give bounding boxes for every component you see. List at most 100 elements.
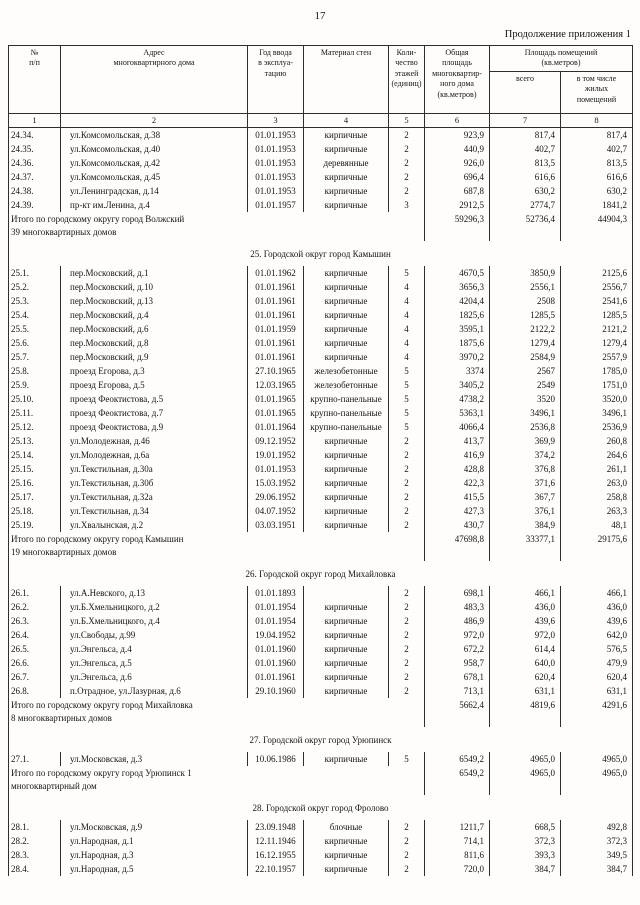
commission-year-cell: 01.01.1953 (247, 127, 304, 142)
building-total-area-cell: 2912,5 (424, 198, 490, 212)
wall-material-cell: кирпичные (303, 322, 389, 336)
address-cell: ул.А.Невского, д.13 (60, 586, 248, 600)
wall-material-cell: крупно-панельные (303, 420, 389, 434)
data-row: 25.10. проезд Феоктистова, д.5 01.01.1965 к… (8, 392, 633, 406)
premises-area-residential-cell: 2536,9 (560, 420, 633, 434)
row-number-cell: 25.12. (8, 420, 61, 434)
data-row: 25.6. пер.Московский, д.8 01.01.1961 кирпич… (8, 336, 633, 350)
row-number-cell: 26.3. (8, 614, 61, 628)
premises-area-all-cell: 2774,7 (489, 198, 561, 212)
premises-area-all-cell: 620,4 (489, 670, 561, 684)
building-total-area-cell: 4204,4 (424, 294, 490, 308)
commission-year-cell: 01.01.1959 (247, 322, 304, 336)
building-total-area-cell: 1211,7 (424, 820, 490, 834)
premises-area-all-cell: 1285,5 (489, 308, 561, 322)
floors-count-cell: 2 (388, 518, 425, 532)
row-number-cell: 26.6. (8, 656, 61, 670)
data-row: 27.1. ул.Московская, д.3 10.06.1986 кирпичн… (8, 752, 633, 766)
floors-count-cell: 5 (388, 420, 425, 434)
row-number-cell: 24.37. (8, 170, 61, 184)
building-total-area-cell: 428,8 (424, 462, 490, 476)
wall-material-cell: железобетонные (303, 378, 389, 392)
building-total-area-cell: 3970,2 (424, 350, 490, 364)
premises-area-residential-cell: 492,8 (560, 820, 633, 834)
wall-material-cell: кирпичные (303, 294, 389, 308)
data-row: 26.7. ул.Энгельса, д.6 01.01.1961 кирпичные… (8, 670, 633, 684)
address-cell: ул.Московская, д.3 (60, 752, 248, 766)
floors-count-cell: 2 (388, 434, 425, 448)
data-row: 24.35. ул.Комсомольская, д.40 01.01.1953 ки… (8, 142, 633, 156)
address-cell: пер.Московский, д.8 (60, 336, 248, 350)
total-label-cell: Итого по городскому округу город Михайло… (8, 698, 425, 727)
floors-count-cell: 2 (388, 142, 425, 156)
floors-count-cell: 2 (388, 820, 425, 834)
data-row: 26.3. ул.Б.Хмельницкого, д.4 01.01.1954 кир… (8, 614, 633, 628)
commission-year-cell: 01.01.1964 (247, 420, 304, 434)
address-cell: пер.Московский, д.10 (60, 280, 248, 294)
data-row: 26.6. ул.Энгельса, д.5 01.01.1960 кирпичные… (8, 656, 633, 670)
row-number-cell: 24.34. (8, 127, 61, 142)
header-row-sub: всего в том числе жилых помещений (9, 71, 633, 114)
section-row: 26. Городской округ город Михайловка (8, 561, 633, 586)
header-col-year: Год ввода в эксплуа- тацию (247, 45, 304, 114)
data-row: 25.2. пер.Московский, д.10 01.01.1961 кирпи… (8, 280, 633, 294)
data-row: 24.37. ул.Комсомольская, д.45 01.01.1953 ки… (8, 170, 633, 184)
total-area-all-cell: 52736,4 (489, 212, 561, 241)
wall-material-cell: кирпичные (303, 628, 389, 642)
address-cell: ул.Ленинградская, д.14 (60, 184, 248, 198)
premises-area-all-cell: 372,3 (489, 834, 561, 848)
row-number-cell: 26.5. (8, 642, 61, 656)
data-row: 24.34. ул.Комсомольская, д.38 01.01.1953 ки… (8, 127, 633, 142)
table-body: 24.34. ул.Комсомольская, д.38 01.01.1953 ки… (8, 127, 633, 876)
total-area-all-cell: 4965,0 (489, 766, 561, 795)
wall-material-cell: кирпичные (303, 684, 389, 698)
commission-year-cell: 22.10.1957 (247, 862, 304, 876)
commission-year-cell: 01.01.1961 (247, 280, 304, 294)
commission-year-cell: 23.09.1948 (247, 820, 304, 834)
premises-area-residential-cell: 616,6 (560, 170, 633, 184)
commission-year-cell: 01.01.1960 (247, 642, 304, 656)
building-total-area-cell: 5363,1 (424, 406, 490, 420)
total-area-residential-cell: 29175,6 (560, 532, 633, 561)
header-col-address: Адрес многоквартирного дома (60, 45, 248, 114)
address-cell: ул.Текстильная, д.32а (60, 490, 248, 504)
commission-year-cell: 12.11.1946 (247, 834, 304, 848)
section-title-cell: 27. Городской округ город Урюпинск (8, 727, 633, 752)
data-row: 25.3. пер.Московский, д.13 01.01.1961 кирпи… (8, 294, 633, 308)
data-row: 25.4. пер.Московский, д.4 01.01.1961 кирпич… (8, 308, 633, 322)
page-number: 17 (314, 10, 326, 22)
premises-area-residential-cell: 466,1 (560, 586, 633, 600)
total-label-cell: Итого по городскому округу город Камышин… (8, 532, 425, 561)
wall-material-cell: кирпичные (303, 336, 389, 350)
row-number-cell: 28.2. (8, 834, 61, 848)
total-label-line: Итого по городскому округу город Урюпинс… (11, 768, 192, 778)
premises-area-all-cell: 640,0 (489, 656, 561, 670)
row-number-cell: 25.17. (8, 490, 61, 504)
premises-area-all-cell: 630,2 (489, 184, 561, 198)
total-building-area-cell: 5662,4 (424, 698, 490, 727)
section-title-cell: 26. Городской округ город Михайловка (8, 561, 633, 586)
building-total-area-cell: 687,8 (424, 184, 490, 198)
data-row: 24.38. ул.Ленинградская, д.14 01.01.1953 ки… (8, 184, 633, 198)
total-row: Итого по городскому округу город Камышин… (8, 532, 633, 561)
total-row: Итого по городскому округу город Волжски… (8, 212, 633, 241)
total-area-all-cell: 4819,6 (489, 698, 561, 727)
building-total-area-cell: 413,7 (424, 434, 490, 448)
row-number-cell: 28.1. (8, 820, 61, 834)
row-number-cell: 25.11. (8, 406, 61, 420)
building-total-area-cell: 4670,5 (424, 266, 490, 280)
floors-count-cell: 2 (388, 628, 425, 642)
floors-count-cell: 2 (388, 170, 425, 184)
premises-area-all-cell: 3496,1 (489, 406, 561, 420)
data-row: 25.8. проезд Егорова, д.3 27.10.1965 железо… (8, 364, 633, 378)
row-number-cell: 24.38. (8, 184, 61, 198)
row-number-cell: 25.13. (8, 434, 61, 448)
address-cell: проезд Феоктистова, д.5 (60, 392, 248, 406)
premises-area-residential-cell: 260,8 (560, 434, 633, 448)
address-cell: ул.Энгельса, д.4 (60, 642, 248, 656)
address-cell: ул.Комсомольская, д.45 (60, 170, 248, 184)
row-number-cell: 25.9. (8, 378, 61, 392)
building-total-area-cell: 698,1 (424, 586, 490, 600)
floors-count-cell: 4 (388, 336, 425, 350)
row-number-cell: 25.4. (8, 308, 61, 322)
